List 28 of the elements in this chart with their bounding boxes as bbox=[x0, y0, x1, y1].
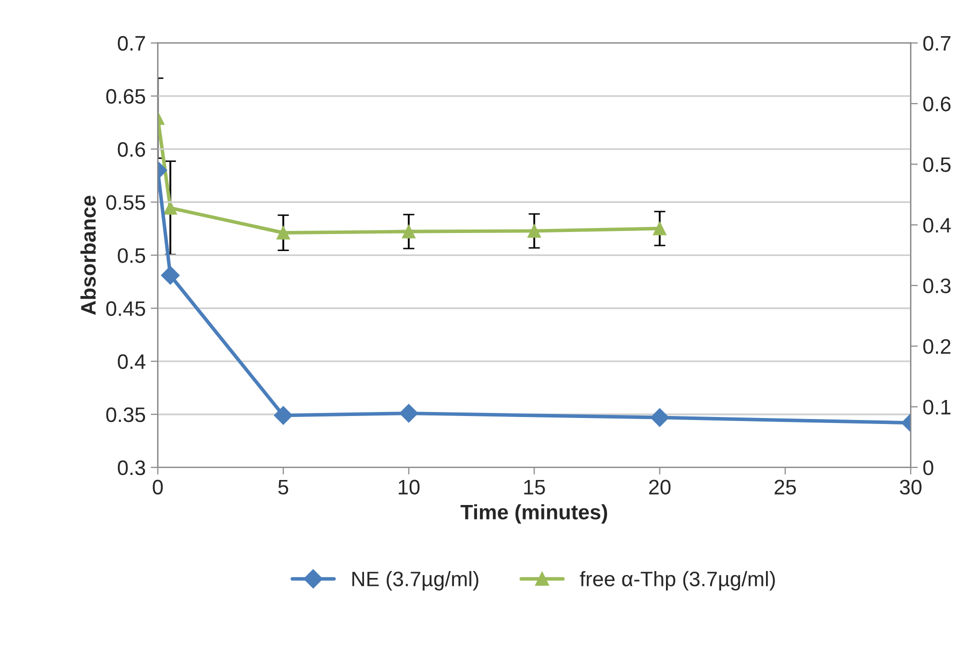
y2-tick-label: 0.3 bbox=[923, 278, 951, 294]
y2-tick-label: 0.1 bbox=[923, 400, 950, 415]
y-axis-title: Absorbance bbox=[80, 196, 96, 315]
y2-tick-label: 0.5 bbox=[923, 157, 951, 172]
y-tick-label: 0.35 bbox=[106, 407, 146, 422]
y2-tick-label: 0.4 bbox=[923, 218, 951, 233]
y-tick-label: 0.5 bbox=[118, 248, 146, 263]
y-tick-label: 0.7 bbox=[118, 36, 145, 51]
x-tick-label: 0 bbox=[152, 480, 163, 495]
x-tick-label: 25 bbox=[774, 480, 796, 495]
y2-tick-label: 0.2 bbox=[923, 339, 950, 354]
y-tick-label: 0.55 bbox=[106, 195, 146, 210]
y2-tick-label: 0.6 bbox=[923, 96, 951, 112]
x-tick-label: 30 bbox=[900, 480, 922, 495]
y-tick-label: 0.3 bbox=[118, 460, 146, 476]
x-tick-label: 10 bbox=[398, 480, 420, 495]
legend-label: free α-Thp (3.7µg/ml) bbox=[580, 571, 775, 590]
y2-tick-label: 0 bbox=[923, 460, 934, 476]
y-tick-label: 0.4 bbox=[118, 354, 146, 370]
legend-label: NE (3.7µg/ml) bbox=[352, 571, 478, 590]
x-tick-label: 5 bbox=[278, 480, 288, 495]
x-axis-title: Time (minutes) bbox=[460, 504, 608, 524]
y-tick-label: 0.6 bbox=[118, 142, 146, 157]
y-tick-label: 0.45 bbox=[106, 301, 146, 316]
y2-tick-label: 0.7 bbox=[923, 36, 950, 51]
y-tick-label: 0.65 bbox=[106, 89, 146, 104]
x-tick-label: 20 bbox=[649, 480, 670, 495]
x-tick-label: 15 bbox=[524, 480, 545, 495]
